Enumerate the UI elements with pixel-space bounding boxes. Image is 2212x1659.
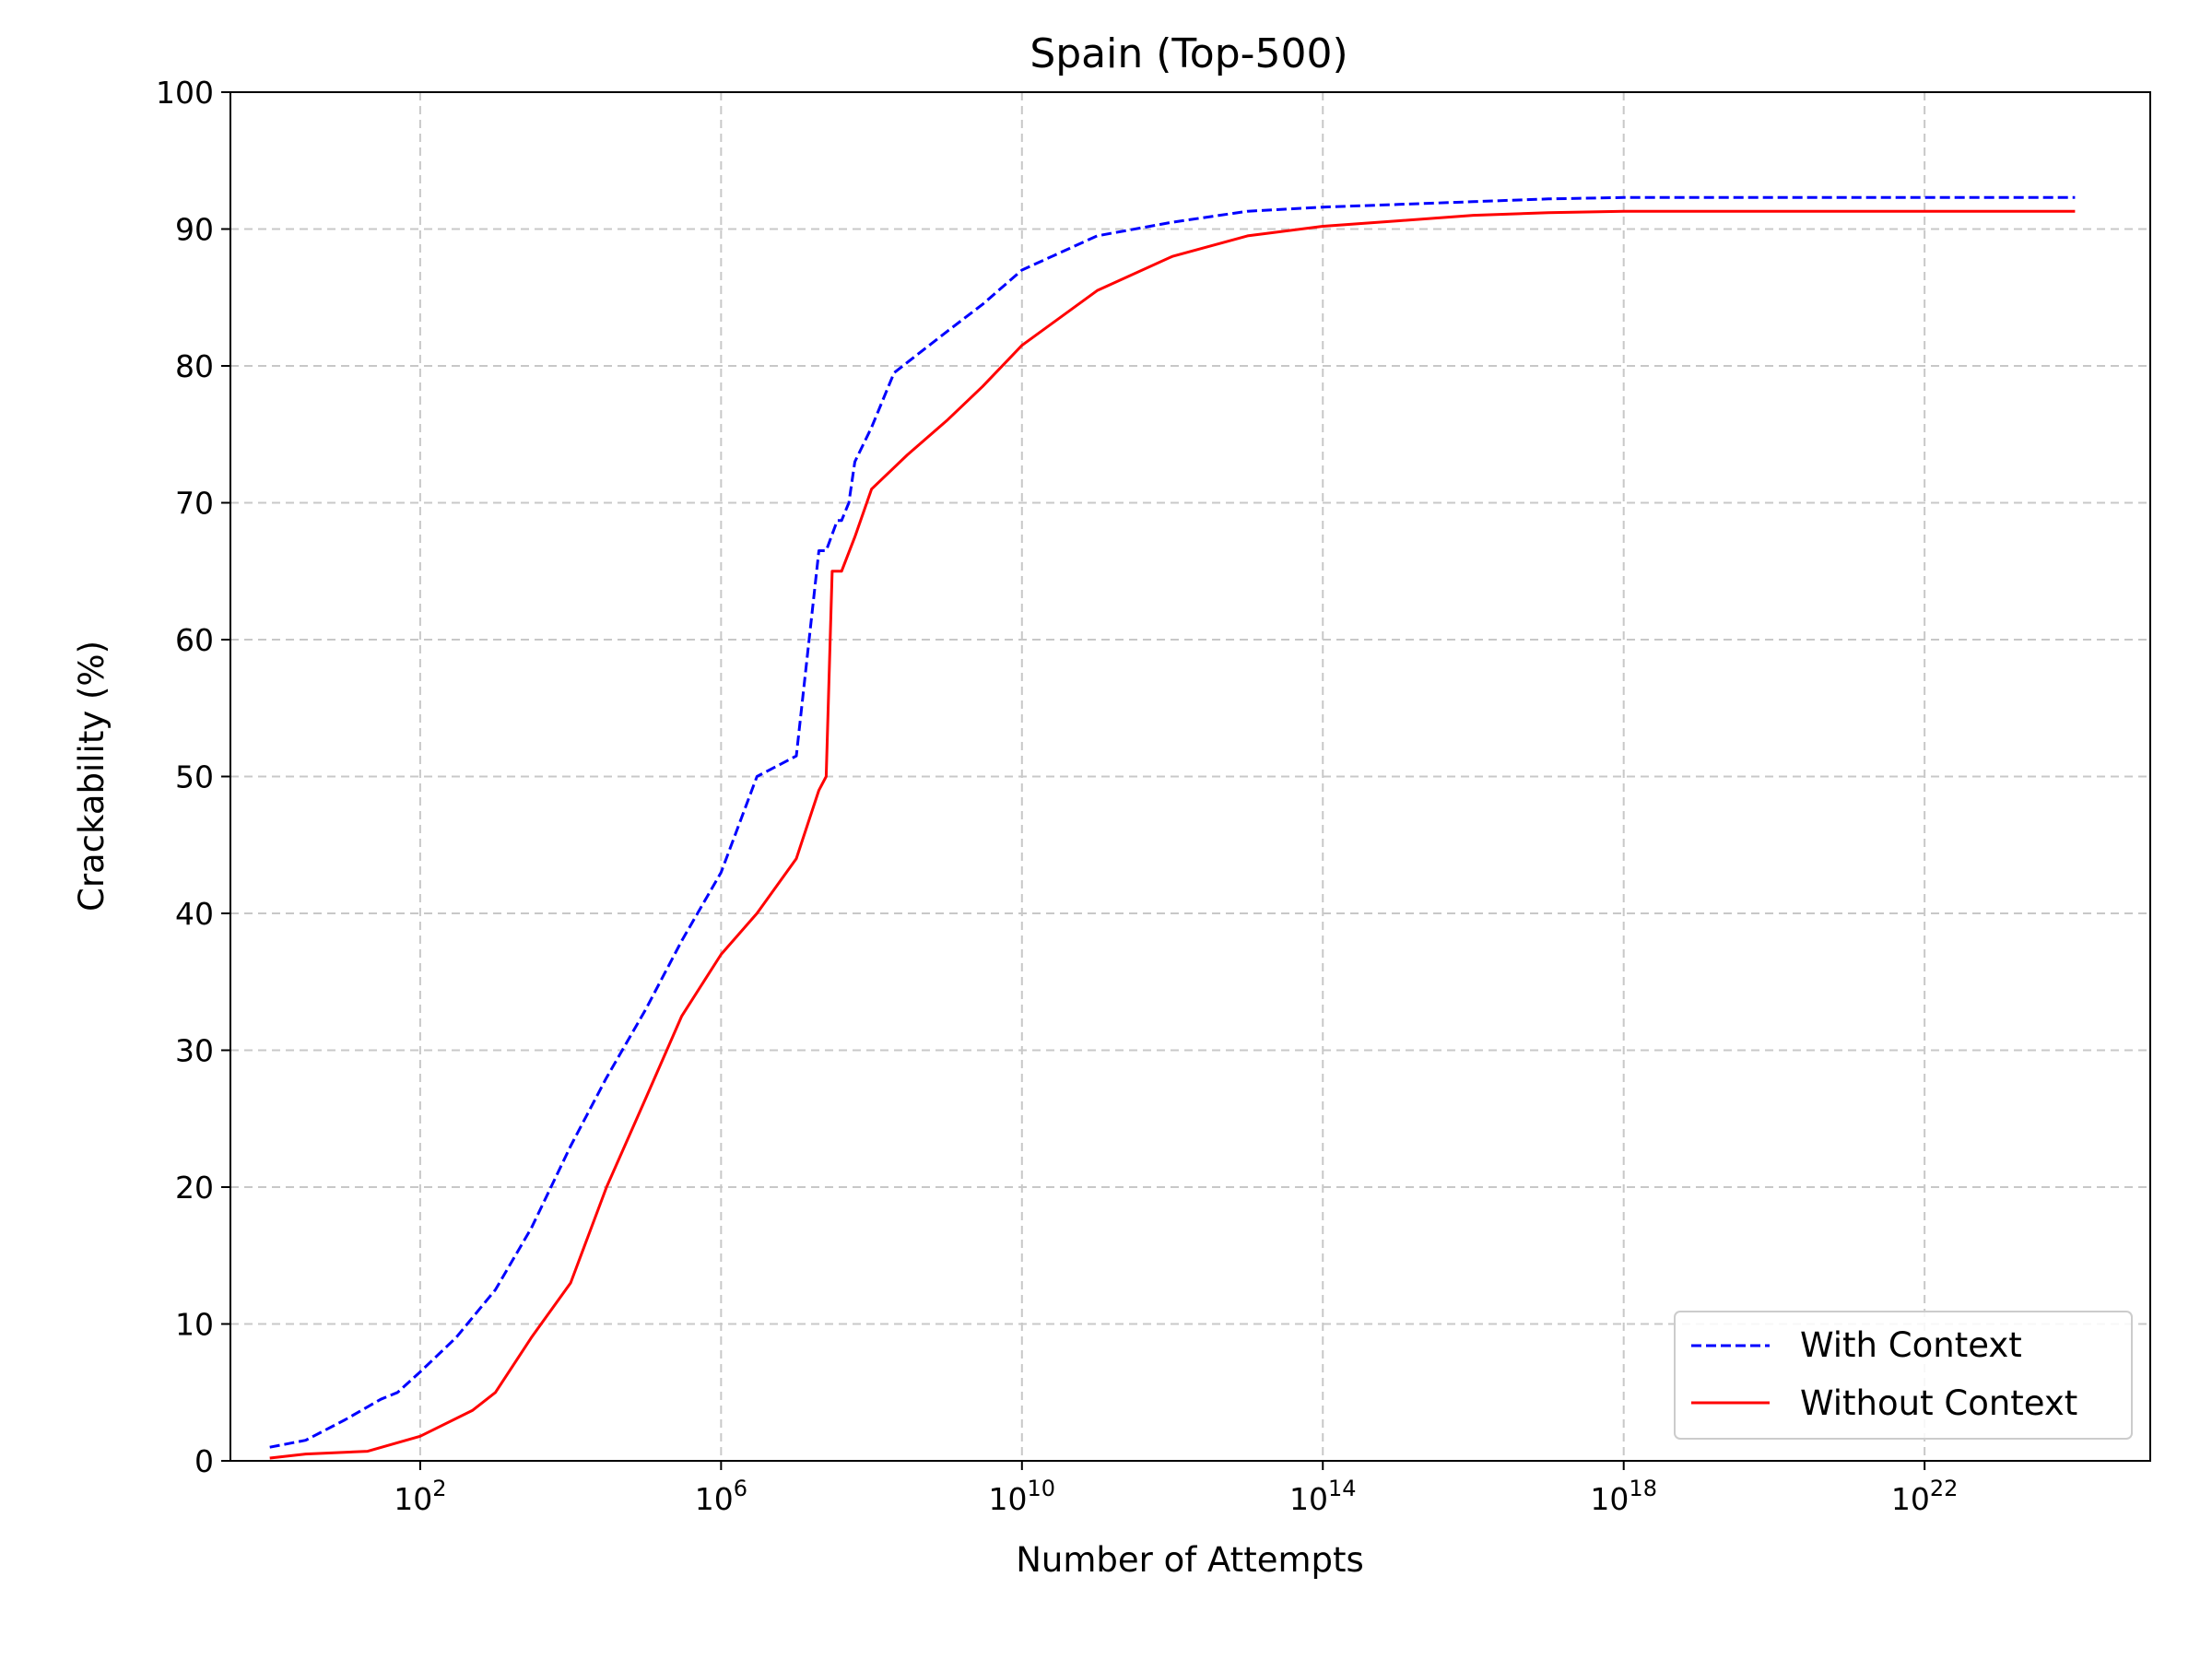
y-tick-label: 20: [175, 1170, 214, 1206]
series-line-with-context: [269, 195, 2076, 1449]
y-ticks: 0 10 20 30 40 50 60 70 80 90 100: [156, 75, 230, 1479]
chart-title: Spain (Top-500): [1030, 30, 1347, 77]
x-tick-label: 106: [695, 1476, 747, 1517]
x-tick-label: 102: [394, 1476, 446, 1517]
y-tick-label: 50: [175, 759, 214, 795]
series-layer: [269, 195, 2076, 1460]
y-tick-label: 90: [175, 212, 214, 248]
y-tick-label: 100: [156, 75, 214, 111]
y-tick-label: 30: [175, 1033, 214, 1069]
x-tick-label: 1018: [1590, 1476, 1657, 1517]
x-ticks: 102 106 1010 1014 1018 1022: [394, 1461, 1958, 1517]
y-tick-label: 40: [175, 896, 214, 932]
x-tick-label: 1010: [989, 1476, 1056, 1517]
x-tick-label: 1022: [1891, 1476, 1959, 1517]
x-tick-label: 1014: [1289, 1476, 1357, 1517]
y-tick-label: 60: [175, 622, 214, 658]
legend-label-without-context: Without Context: [1800, 1383, 2077, 1423]
legend-label-with-context: With Context: [1800, 1325, 2022, 1365]
y-tick-label: 80: [175, 348, 214, 384]
y-tick-label: 0: [194, 1443, 214, 1479]
series-line-without-context: [269, 209, 2076, 1460]
x-axis-label: Number of Attempts: [1016, 1540, 1364, 1580]
y-tick-label: 70: [175, 486, 214, 522]
legend-box: [1674, 1311, 2133, 1440]
y-tick-label: 10: [175, 1307, 214, 1343]
y-axis-label: Crackability (%): [72, 641, 112, 912]
legend: With Context Without Context: [1674, 1311, 2133, 1440]
